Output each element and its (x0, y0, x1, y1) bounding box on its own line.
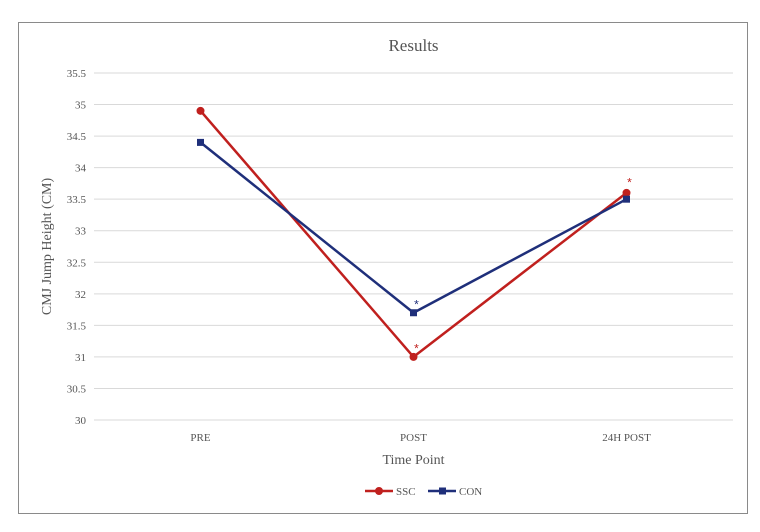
chart-title: Results (388, 36, 438, 55)
legend-item-con: CON (428, 486, 482, 498)
significance-marker: * (414, 341, 419, 355)
legend-marker (439, 487, 446, 495)
y-tick-label: 34 (75, 163, 87, 175)
x-tick-label: 24H POST (602, 432, 651, 444)
y-tick-label: 35.5 (67, 68, 87, 80)
x-tick-label: PRE (190, 432, 210, 444)
grid-lines (94, 72, 733, 421)
y-tick-label: 31.5 (67, 320, 87, 332)
data-point (197, 138, 204, 146)
y-tick-label: 33.5 (67, 194, 87, 206)
data-point (196, 106, 205, 115)
x-tick-label: POST (400, 432, 427, 444)
significance-marker: * (627, 176, 632, 190)
legend-label: SSC (396, 486, 416, 498)
data-point (623, 195, 630, 203)
x-axis-ticks: PRE POST 24H POST (190, 432, 651, 444)
series-con (197, 138, 630, 317)
y-axis-title: CMJ Jump Height (CM) (40, 178, 55, 316)
y-tick-label: 31 (75, 352, 86, 364)
y-axis-ticks: 30 30.5 31 31.5 32 32.5 33 33.5 34 34.5 35 35.5 (67, 68, 87, 427)
data-point (410, 309, 417, 317)
series-group (196, 106, 631, 361)
y-tick-label: 30 (75, 415, 87, 427)
y-tick-label: 30.5 (67, 383, 87, 395)
data-point (409, 352, 418, 361)
y-tick-label: 32.5 (67, 257, 87, 269)
data-point (622, 188, 631, 197)
legend-marker (375, 487, 383, 495)
x-axis-title: Time Point (382, 453, 444, 468)
y-tick-label: 32 (75, 289, 86, 301)
legend: SSC CON (365, 486, 482, 498)
legend-label: CON (459, 486, 482, 498)
legend-item-ssc: SSC (365, 486, 416, 498)
annotations-group: * * * (414, 176, 632, 356)
chart-frame: Results 30 30.5 31 31.5 32 32.5 33 33.5 34 34.5 35… (18, 22, 748, 514)
line-chart: Results 30 30.5 31 31.5 32 32.5 33 33.5 34 34.5 35… (40, 36, 733, 498)
series-ssc (196, 106, 631, 361)
y-tick-label: 35 (75, 100, 87, 112)
y-tick-label: 33 (75, 226, 87, 238)
significance-marker: * (414, 297, 419, 311)
y-tick-label: 34.5 (67, 131, 87, 143)
